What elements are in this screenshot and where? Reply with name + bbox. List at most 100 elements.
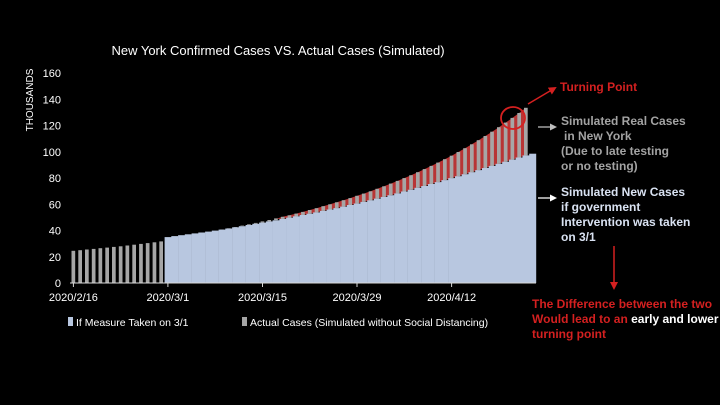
actual-cases-bar <box>463 148 467 175</box>
intervention-cases-bar <box>461 174 469 283</box>
new-cases-line: Intervention was taken <box>561 215 691 229</box>
intervention-cases-bar <box>211 230 219 283</box>
difference-line: turning point <box>532 327 606 341</box>
actual-cases-bar <box>476 140 481 171</box>
actual-cases-bar <box>348 198 353 206</box>
actual-cases-bar <box>91 248 96 283</box>
actual-cases-bar <box>145 243 150 283</box>
y-tick-label: 80 <box>49 173 61 185</box>
actual-cases-bar <box>78 250 82 283</box>
actual-cases-bar <box>355 195 359 204</box>
intervention-cases-bar <box>515 157 523 283</box>
new-cases-label: Simulated New Cases if government Interv… <box>561 185 690 245</box>
intervention-cases-bar <box>448 178 456 283</box>
turning-point-arrow <box>527 86 557 105</box>
actual-cases-bar <box>321 206 326 211</box>
intervention-cases-bar <box>272 220 280 283</box>
real-cases-line: or no testing) <box>561 159 638 173</box>
difference-white-text: early and lower <box>631 312 719 326</box>
actual-cases-bar <box>368 191 373 201</box>
y-tick-label: 0 <box>55 278 61 290</box>
actual-cases-bar <box>260 221 265 223</box>
actual-cases-bar <box>307 210 312 214</box>
intervention-cases-bar <box>488 165 496 283</box>
actual-cases-bar <box>503 122 508 162</box>
chart-title: New York Confirmed Cases VS. Actual Case… <box>111 43 444 58</box>
bars-layer <box>71 107 537 284</box>
actual-cases-bar <box>375 188 380 199</box>
intervention-cases-bar <box>502 161 510 283</box>
legend-entry: Actual Cases (Simulated without Social D… <box>250 317 488 329</box>
actual-cases-bar <box>71 250 76 283</box>
actual-cases-bar <box>436 162 440 182</box>
y-axis-label: THOUSANDS <box>25 68 36 131</box>
new-cases-line: if government <box>561 200 641 214</box>
actual-cases-bar <box>517 113 521 158</box>
intervention-cases-bar <box>495 163 503 283</box>
legend-swatch <box>242 317 247 326</box>
intervention-cases-bar <box>475 170 483 283</box>
actual-cases-bar <box>118 246 123 284</box>
actual-cases-bar <box>253 222 258 224</box>
actual-cases-bar <box>240 225 245 227</box>
actual-cases-bar <box>497 127 501 164</box>
actual-cases-bar <box>429 165 434 184</box>
actual-cases-bar <box>361 193 366 202</box>
actual-cases-bar <box>274 218 278 221</box>
intervention-cases-bar <box>205 231 213 283</box>
intervention-cases-bar <box>427 184 435 283</box>
intervention-cases-bar <box>340 206 348 283</box>
x-tick-label: 2020/4/12 <box>427 292 476 304</box>
intervention-cases-bar <box>455 176 462 283</box>
callouts <box>500 86 618 290</box>
legend-swatch <box>68 317 73 326</box>
intervention-cases-bar <box>407 189 415 283</box>
legend-entry: If Measure Taken on 3/1 <box>76 317 189 329</box>
difference-area-layer <box>276 107 526 219</box>
intervention-cases-bar <box>319 210 327 283</box>
intervention-cases-bar <box>367 200 375 283</box>
intervention-cases-bar <box>292 216 300 283</box>
y-tick-label: 40 <box>49 226 61 238</box>
real-cases-line: Simulated Real Cases <box>561 114 686 128</box>
intervention-cases-bar <box>394 193 402 283</box>
actual-cases-bar <box>456 152 461 177</box>
intervention-cases-bar <box>421 186 429 283</box>
intervention-cases-bar <box>353 203 361 283</box>
actual-cases-bar <box>382 186 386 197</box>
intervention-cases-bar <box>380 196 388 283</box>
actual-cases-bar <box>314 208 319 213</box>
actual-cases-bar <box>416 172 420 188</box>
intervention-cases-bar <box>529 153 537 283</box>
intervention-cases-bar <box>238 226 246 283</box>
y-tick-label: 20 <box>49 252 61 264</box>
actual-cases-bar <box>267 220 272 222</box>
intervention-cases-bar <box>400 191 408 283</box>
intervention-cases-bar <box>164 237 172 283</box>
intervention-cases-bar <box>252 223 260 283</box>
actual-cases-bar <box>112 246 116 283</box>
actual-cases-bar <box>395 180 400 194</box>
turning-point-circle <box>500 106 526 130</box>
actual-cases-bar <box>402 178 407 192</box>
intervention-cases-bar <box>434 182 442 283</box>
actual-cases-bar <box>105 247 109 283</box>
intervention-cases-bar <box>232 227 240 283</box>
intervention-cases-bar <box>184 234 192 283</box>
x-tick-label: 2020/2/16 <box>49 292 98 304</box>
y-tick-label: 160 <box>43 68 61 80</box>
real-cases-line: in New York <box>564 129 632 143</box>
difference-area <box>276 107 526 219</box>
legend: If Measure Taken on 3/1 Actual Cases (Sim… <box>68 317 488 329</box>
y-tick-label: 120 <box>43 121 61 133</box>
x-tick-label: 2020/3/29 <box>333 292 382 304</box>
actual-cases-bar <box>443 159 447 181</box>
actual-cases-bar <box>422 169 427 186</box>
y-tick-label: 100 <box>43 147 61 159</box>
intervention-cases-bar <box>198 232 206 283</box>
actual-cases-bar <box>280 216 285 219</box>
x-tick-label: 2020/3/1 <box>146 292 189 304</box>
intervention-cases-bar <box>218 229 226 283</box>
intervention-cases-bar <box>333 208 341 283</box>
